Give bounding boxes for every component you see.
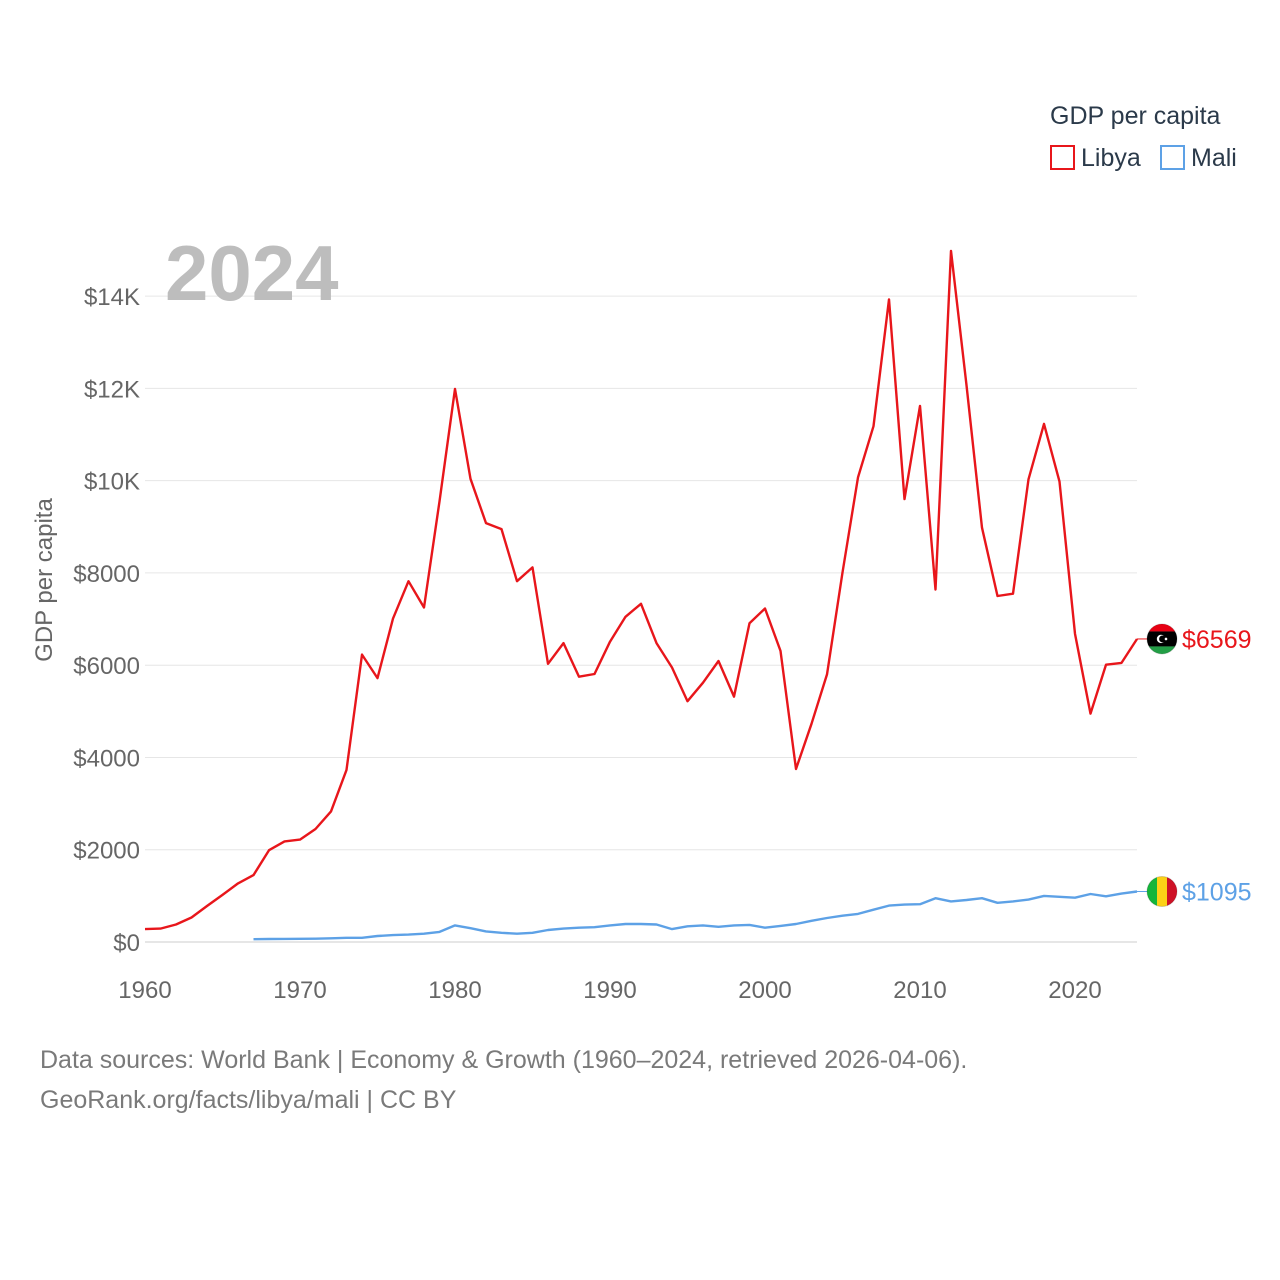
y-tick-label: $8000 (73, 561, 140, 588)
legend-item-libya[interactable]: Libya (1050, 144, 1141, 172)
gridlines (145, 295, 1137, 943)
mali-flag-icon (1146, 875, 1178, 907)
end-markers: $6569 $1095 (1137, 623, 1252, 907)
y-tick-label: $0 (113, 930, 140, 957)
attribution-link[interactable]: GeoRank.org/facts/libya/mali | CC BY (40, 1086, 457, 1114)
y-tick-label: $12K (84, 376, 140, 403)
end-value-label-mali: $1095 (1182, 878, 1252, 906)
series-line-libya (144, 249, 1139, 931)
series-line-mali (253, 890, 1138, 941)
x-tick-label: 2000 (738, 977, 791, 1004)
legend-label: Libya (1081, 144, 1141, 172)
x-axis-ticks: 1960 1970 1980 1990 2000 2010 2020 (118, 977, 1101, 1004)
libya-flag-icon (1146, 623, 1178, 655)
x-tick-label: 2010 (893, 977, 946, 1004)
legend: GDP per capita Libya Mali (1050, 102, 1237, 172)
y-tick-label: $2000 (73, 838, 140, 865)
footer: Data sources: World Bank | Economy & Gro… (40, 1040, 967, 1120)
year-label: 2024 (165, 229, 339, 317)
gdp-line-chart: $0$2000$4000$6000$8000$10K$12K$14K 1960 1… (31, 102, 1252, 1004)
legend-swatch (1160, 145, 1185, 170)
x-tick-label: 1970 (273, 977, 326, 1004)
legend-title: GDP per capita (1050, 102, 1221, 130)
y-axis-ticks: $0 $2000 $4000 $6000 $8000 $10K $12K $14K (73, 284, 140, 957)
y-tick-label: $4000 (73, 745, 140, 772)
y-tick-label: $6000 (73, 653, 140, 680)
y-axis-label: GDP per capita (31, 498, 58, 662)
x-tick-label: 1960 (118, 977, 171, 1004)
x-tick-label: 1980 (428, 977, 481, 1004)
data-sources-note: Data sources: World Bank | Economy & Gro… (40, 1046, 968, 1074)
y-tick-label: $10K (84, 469, 140, 496)
y-tick-label: $14K (84, 284, 140, 311)
x-tick-label: 2020 (1048, 977, 1101, 1004)
x-tick-label: 1990 (583, 977, 636, 1004)
end-value-label-libya: $6569 (1182, 626, 1252, 654)
legend-item-mali[interactable]: Mali (1160, 144, 1237, 172)
series-lines (144, 249, 1139, 941)
legend-swatch (1050, 145, 1075, 170)
legend-label: Mali (1191, 144, 1237, 172)
